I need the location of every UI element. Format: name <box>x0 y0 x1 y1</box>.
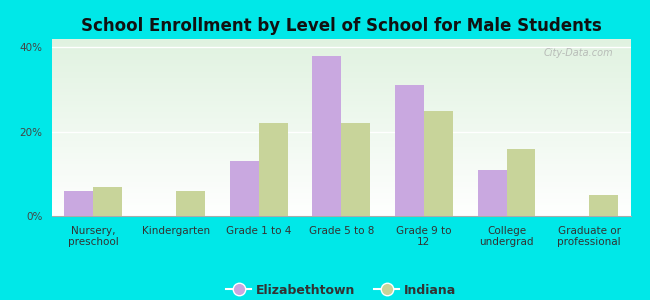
Text: City-Data.com: City-Data.com <box>543 48 613 58</box>
Bar <box>341 123 370 216</box>
Bar <box>94 187 122 216</box>
Bar <box>506 148 536 216</box>
Bar <box>589 195 618 216</box>
Bar <box>478 169 506 216</box>
Bar <box>176 191 205 216</box>
Bar <box>312 56 341 216</box>
Bar <box>259 123 287 216</box>
Bar <box>229 161 259 216</box>
Bar <box>395 85 424 216</box>
Bar <box>424 111 453 216</box>
Title: School Enrollment by Level of School for Male Students: School Enrollment by Level of School for… <box>81 17 602 35</box>
Legend: Elizabethtown, Indiana: Elizabethtown, Indiana <box>221 279 462 300</box>
Bar <box>64 191 94 216</box>
